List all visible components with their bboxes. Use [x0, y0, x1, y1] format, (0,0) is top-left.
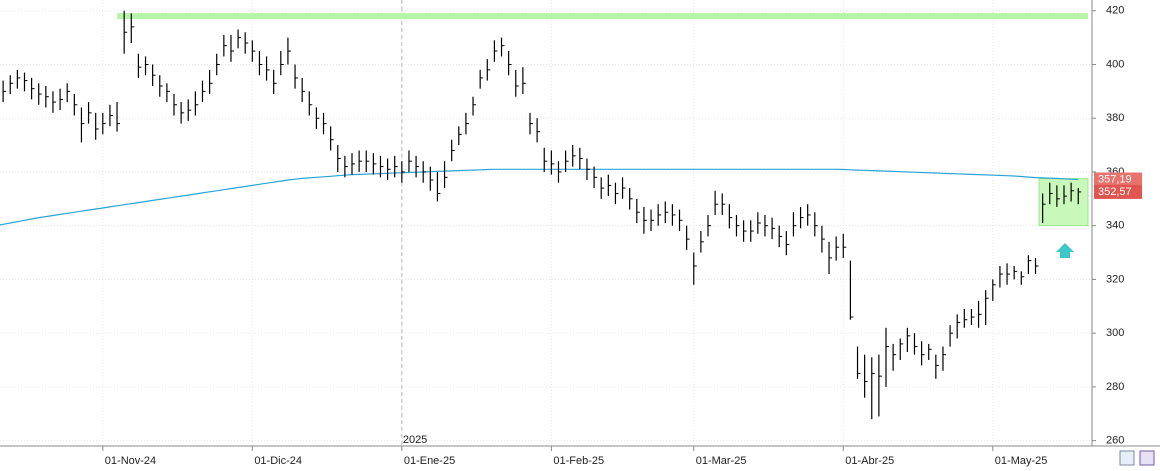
y-tick-label: 280 [1106, 381, 1124, 393]
plot [0, 0, 1092, 446]
x-tick-label: 01-Dic-24 [254, 455, 302, 467]
zoom-icon[interactable] [1119, 450, 1135, 466]
price-marker [1094, 184, 1142, 199]
up-arrow [1056, 243, 1074, 258]
x-tick-label: 01-Nov-24 [105, 455, 156, 467]
x-tick-label: 01-Abr-25 [845, 455, 894, 467]
y-tick-label: 420 [1106, 5, 1124, 17]
y-tick-label: 300 [1106, 327, 1124, 339]
y-tick-label: 400 [1106, 58, 1124, 70]
price-marker-label: 357,19 [1098, 173, 1132, 185]
price-marker [1094, 172, 1142, 187]
price-marker-label: 352,57 [1098, 186, 1132, 198]
y-tick-label: 340 [1106, 220, 1124, 232]
y-tick-label: 320 [1106, 273, 1124, 285]
moving-average [0, 168, 1079, 226]
y-tick-label: 380 [1106, 112, 1124, 124]
x-tick-label: 01-Feb-25 [553, 455, 604, 467]
x-tick-label: 01-Mar-25 [696, 455, 747, 467]
x-tick-label: 01-Ene-25 [404, 455, 455, 467]
h-icon[interactable] [1139, 450, 1155, 466]
y-tick-label: 260 [1106, 435, 1124, 447]
year-label: 2025 [403, 434, 427, 446]
x-tick-label: 01-May-25 [995, 455, 1048, 467]
